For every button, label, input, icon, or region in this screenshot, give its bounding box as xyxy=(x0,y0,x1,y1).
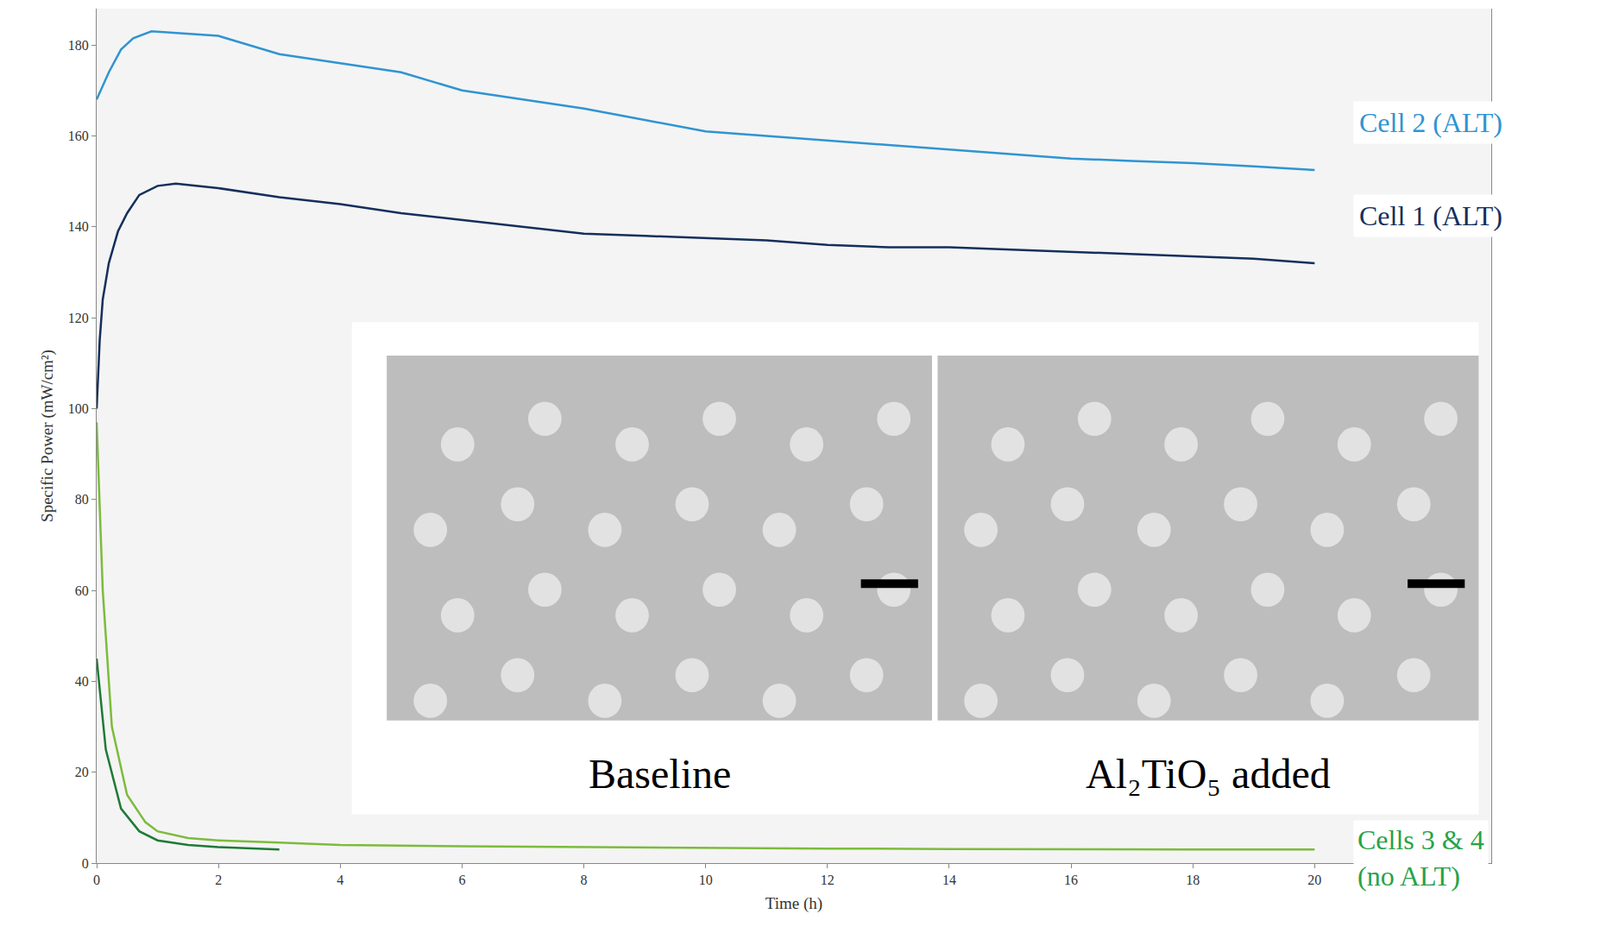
svg-text:180: 180 xyxy=(68,37,89,53)
svg-text:140: 140 xyxy=(68,219,89,234)
svg-text:16: 16 xyxy=(1064,872,1078,888)
svg-text:Cell 1 (ALT): Cell 1 (ALT) xyxy=(1359,200,1503,232)
svg-text:14: 14 xyxy=(942,872,957,888)
svg-text:6: 6 xyxy=(458,872,466,888)
svg-text:Cell 2 (ALT): Cell 2 (ALT) xyxy=(1359,107,1503,139)
svg-text:Time (h): Time (h) xyxy=(765,894,823,914)
svg-text:12: 12 xyxy=(820,872,835,888)
svg-text:20: 20 xyxy=(1307,872,1322,888)
svg-text:10: 10 xyxy=(699,872,713,888)
svg-text:40: 40 xyxy=(75,674,89,689)
svg-text:Al₂TiO₅ added: Al₂TiO₅ added xyxy=(1085,750,1331,797)
svg-text:160: 160 xyxy=(68,128,89,144)
svg-text:2: 2 xyxy=(214,872,222,888)
svg-text:80: 80 xyxy=(75,491,89,507)
svg-text:120: 120 xyxy=(68,310,89,326)
svg-text:Specific Power (mW/cm²): Specific Power (mW/cm²) xyxy=(37,349,57,523)
svg-text:4: 4 xyxy=(336,872,344,888)
svg-text:100: 100 xyxy=(68,401,89,416)
svg-text:18: 18 xyxy=(1185,872,1200,888)
svg-text:Baseline: Baseline xyxy=(588,750,731,797)
svg-text:60: 60 xyxy=(75,583,89,599)
svg-text:Cells 3 & 4(no ALT): Cells 3 & 4(no ALT) xyxy=(1357,824,1485,892)
svg-text:0: 0 xyxy=(93,872,101,888)
svg-text:20: 20 xyxy=(75,764,89,780)
svg-text:8: 8 xyxy=(580,872,588,888)
svg-text:0: 0 xyxy=(81,856,89,871)
